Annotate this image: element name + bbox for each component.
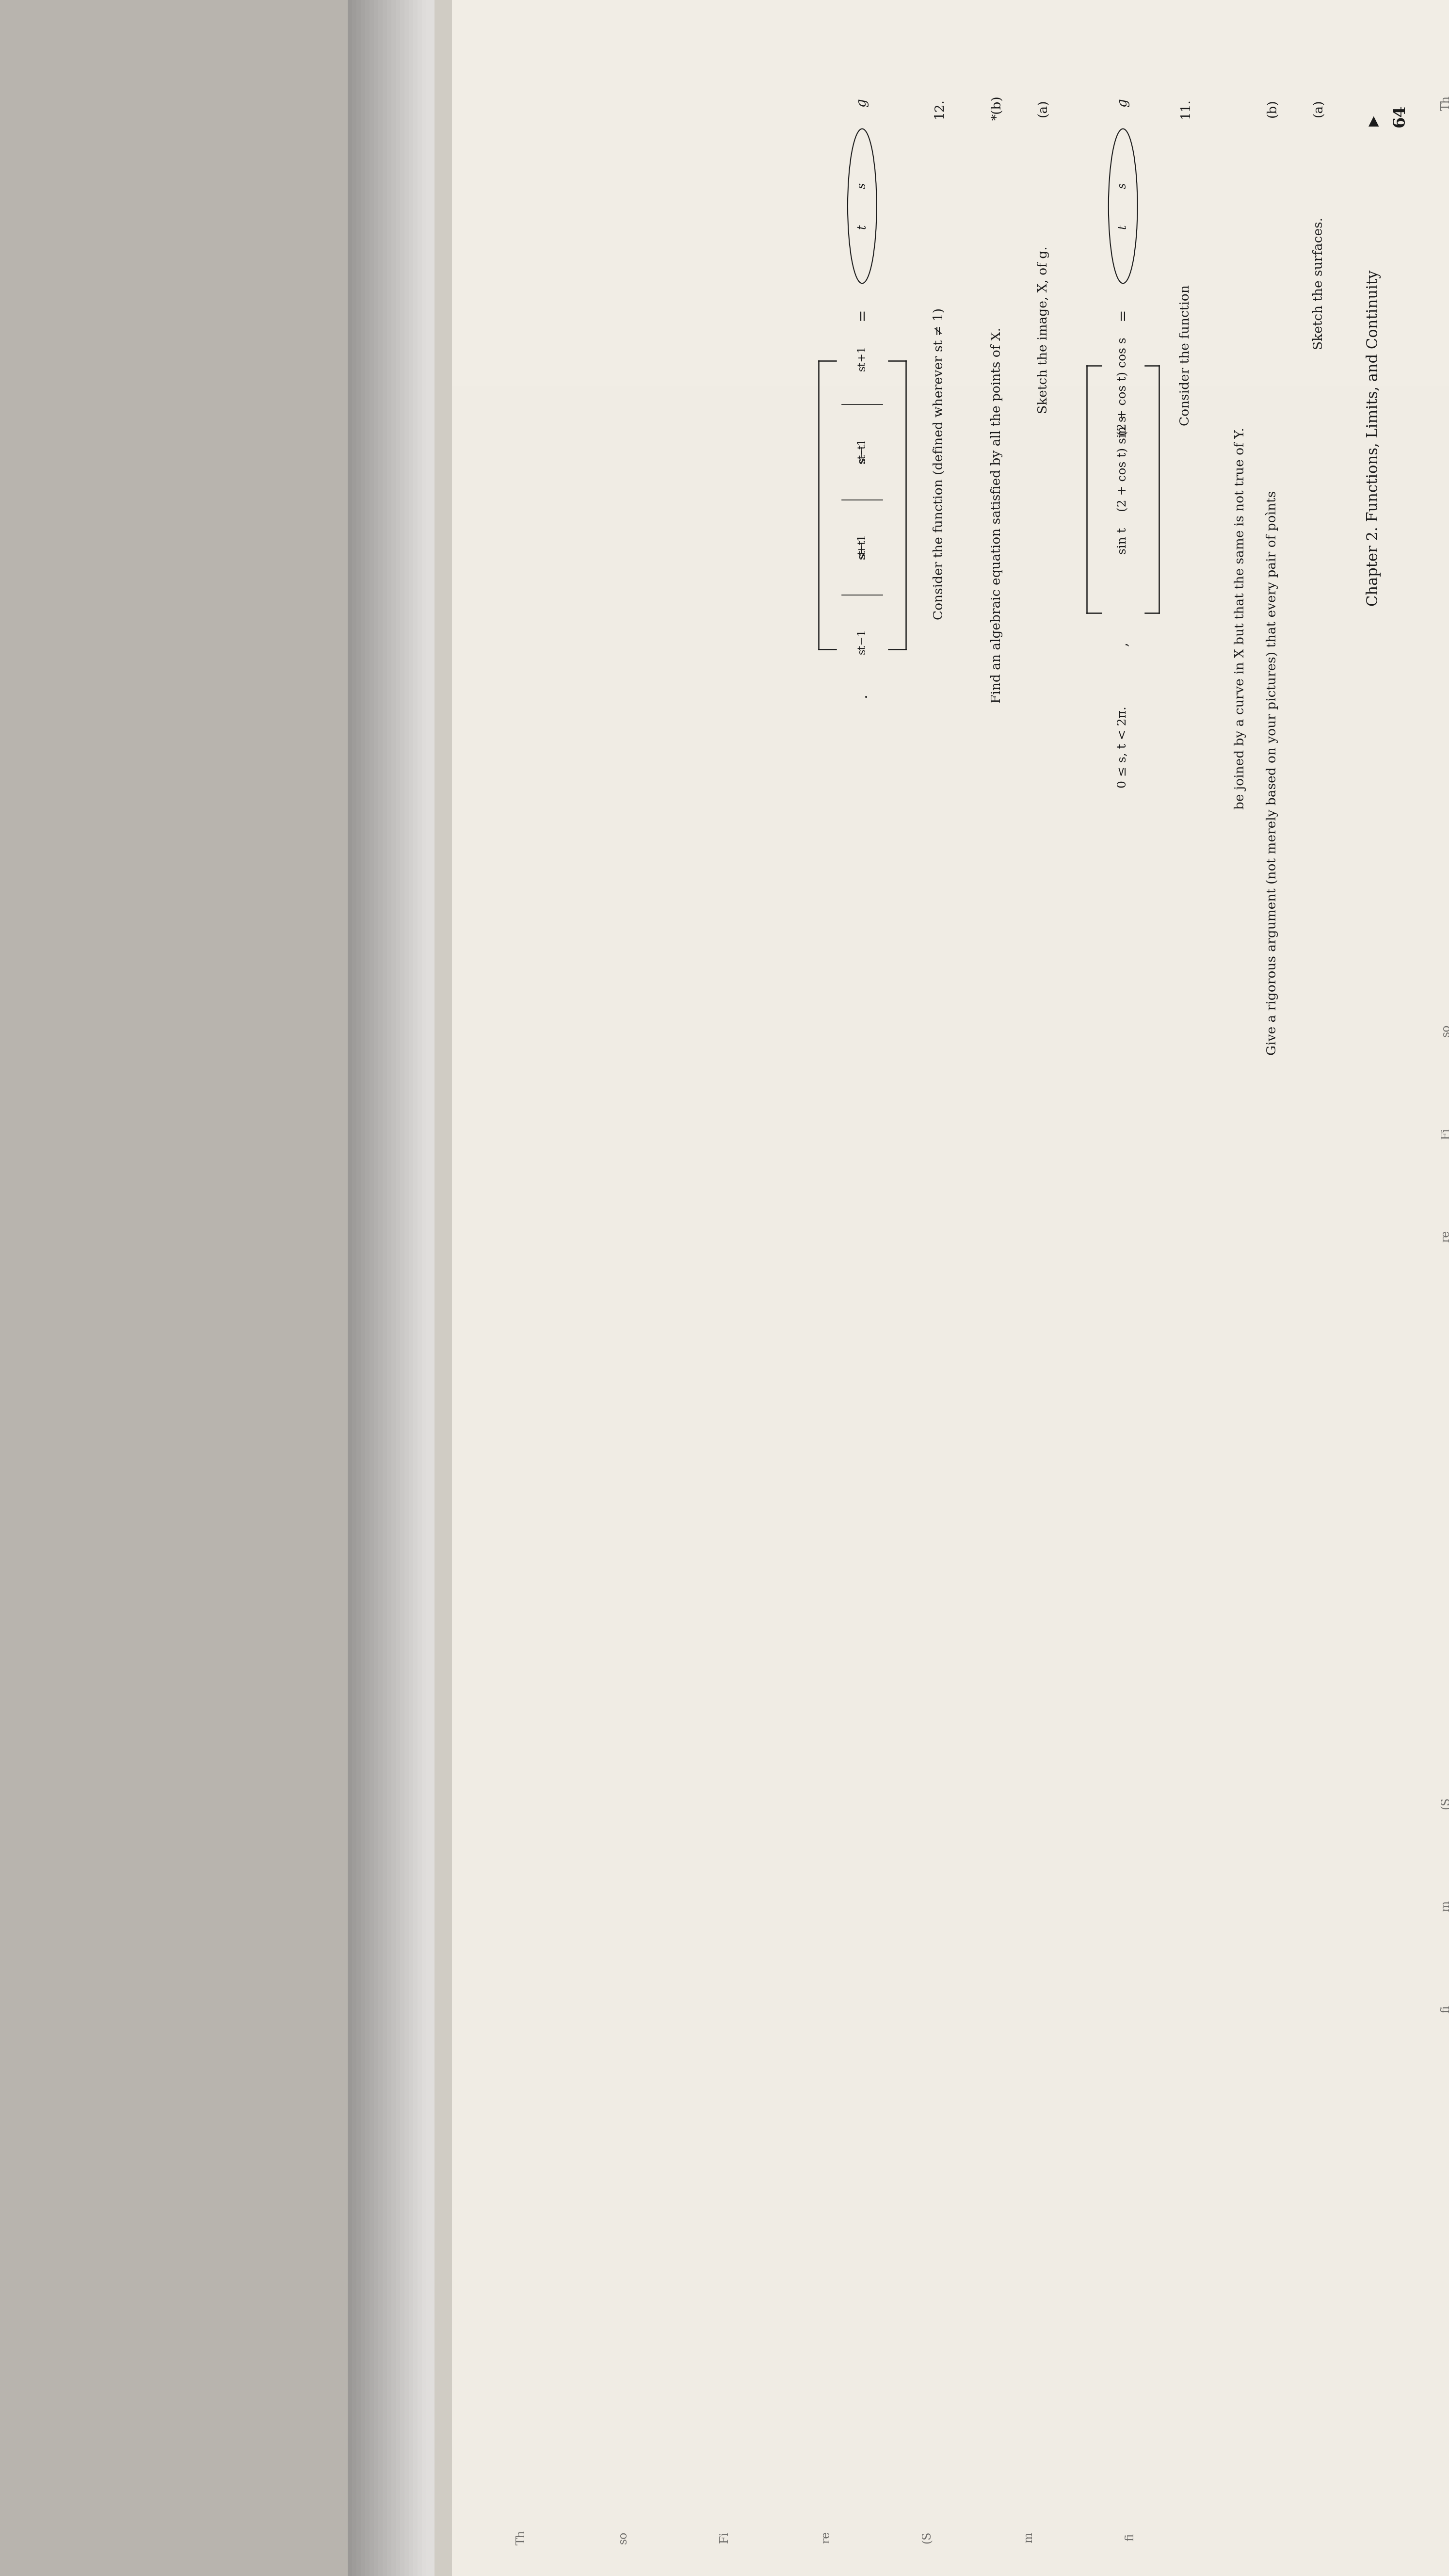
Bar xyxy=(426,0,430,2576)
Bar xyxy=(396,0,400,2576)
Text: re: re xyxy=(1440,1231,1449,1242)
Text: Th: Th xyxy=(516,2530,527,2545)
Text: fi: fi xyxy=(1124,2532,1136,2543)
Text: t: t xyxy=(856,224,868,229)
Text: =: = xyxy=(1116,309,1130,319)
Text: g: g xyxy=(1116,98,1130,108)
Bar xyxy=(365,0,369,2576)
Text: (a): (a) xyxy=(1313,100,1324,116)
Bar xyxy=(435,0,452,2576)
Text: =: = xyxy=(855,309,869,319)
Text: Sketch the surfaces.: Sketch the surfaces. xyxy=(1313,216,1324,350)
Text: s+t: s+t xyxy=(856,538,868,559)
Text: m: m xyxy=(1440,1901,1449,1911)
Text: so: so xyxy=(617,2532,629,2543)
Text: st−1: st−1 xyxy=(856,629,868,654)
Text: Sketch the image, X, of g.: Sketch the image, X, of g. xyxy=(1037,245,1049,415)
Text: Consider the function: Consider the function xyxy=(1179,286,1191,425)
Text: ,: , xyxy=(1116,641,1130,647)
Bar xyxy=(409,0,413,2576)
Text: (S: (S xyxy=(922,2532,933,2543)
Text: (a): (a) xyxy=(1037,100,1049,116)
Bar xyxy=(435,0,1449,2576)
Text: Fi: Fi xyxy=(719,2532,730,2543)
Bar xyxy=(348,0,352,2576)
Bar xyxy=(404,0,409,2576)
Bar xyxy=(435,0,1449,386)
Bar xyxy=(356,0,361,2576)
Text: st−1: st−1 xyxy=(856,533,868,559)
Text: m: m xyxy=(1023,2532,1035,2543)
Bar xyxy=(369,0,374,2576)
Text: ▶: ▶ xyxy=(1366,116,1381,126)
Bar xyxy=(387,0,391,2576)
Text: *(b): *(b) xyxy=(991,95,1003,121)
Text: re: re xyxy=(820,2532,832,2543)
Text: (2 + cos t) sin s: (2 + cos t) sin s xyxy=(1117,415,1129,513)
Bar xyxy=(400,0,404,2576)
Text: 0 ≤ s, t < 2π.: 0 ≤ s, t < 2π. xyxy=(1117,706,1129,788)
Text: 11.: 11. xyxy=(1179,98,1191,118)
Bar xyxy=(413,0,417,2576)
Bar xyxy=(352,0,356,2576)
Text: 12.: 12. xyxy=(933,98,945,118)
Bar xyxy=(430,0,435,2576)
Text: s−t: s−t xyxy=(856,443,868,464)
Text: sin t: sin t xyxy=(1117,528,1129,554)
Text: s: s xyxy=(856,183,868,188)
Text: st−1: st−1 xyxy=(856,438,868,464)
Text: st+1: st+1 xyxy=(856,345,868,371)
Text: g: g xyxy=(855,98,869,108)
Text: (2 + cos t) cos s: (2 + cos t) cos s xyxy=(1117,337,1129,435)
Text: Consider the function (defined wherever st ≠ 1): Consider the function (defined wherever … xyxy=(933,307,945,621)
Text: Find an algebraic equation satisfied by all the points of X.: Find an algebraic equation satisfied by … xyxy=(991,327,1003,703)
Text: Th: Th xyxy=(1440,95,1449,111)
Text: t: t xyxy=(1117,224,1129,229)
Text: be joined by a curve in X but that the same is not true of Y.: be joined by a curve in X but that the s… xyxy=(1235,428,1246,809)
Text: (b): (b) xyxy=(1266,98,1278,118)
Bar xyxy=(378,0,383,2576)
Text: Give a rigorous argument (not merely based on your pictures) that every pair of : Give a rigorous argument (not merely bas… xyxy=(1266,489,1278,1056)
Text: Fi: Fi xyxy=(1440,1128,1449,1139)
Text: .: . xyxy=(855,693,869,698)
Bar xyxy=(391,0,396,2576)
Bar xyxy=(374,0,378,2576)
Text: (S: (S xyxy=(1440,1798,1449,1808)
Text: fi: fi xyxy=(1440,2004,1449,2014)
Text: 64: 64 xyxy=(1391,106,1408,126)
Bar xyxy=(383,0,387,2576)
Bar xyxy=(422,0,426,2576)
Bar xyxy=(361,0,365,2576)
Text: Chapter 2. Functions, Limits, and Continuity: Chapter 2. Functions, Limits, and Contin… xyxy=(1366,270,1381,605)
Text: so: so xyxy=(1440,1025,1449,1036)
Text: s: s xyxy=(1117,183,1129,188)
Bar xyxy=(417,0,422,2576)
